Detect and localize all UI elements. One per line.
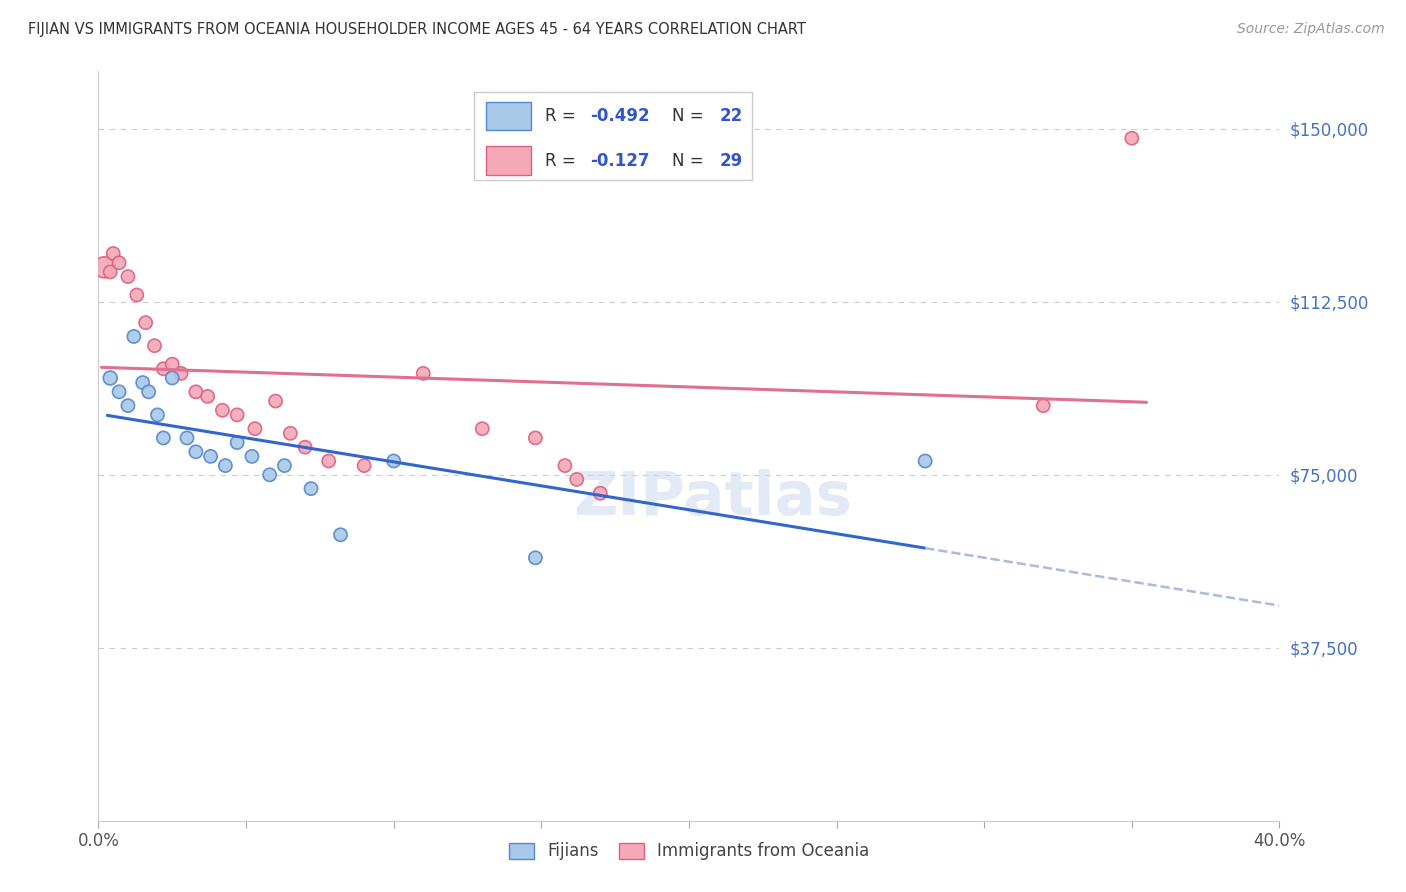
Text: R =: R = — [546, 107, 581, 126]
Text: -0.127: -0.127 — [589, 152, 650, 169]
Point — [471, 422, 494, 436]
Text: Source: ZipAtlas.com: Source: ZipAtlas.com — [1237, 22, 1385, 37]
Point — [184, 444, 207, 458]
Point — [143, 339, 166, 353]
Point — [1121, 131, 1143, 145]
Point — [524, 431, 547, 445]
Point — [211, 403, 233, 417]
Point — [108, 384, 131, 399]
Point — [135, 316, 157, 330]
Point — [132, 376, 155, 390]
Point — [280, 426, 302, 441]
Point — [197, 389, 219, 403]
Point — [1032, 399, 1054, 413]
Text: R =: R = — [546, 152, 581, 169]
Point — [152, 431, 174, 445]
Point — [138, 384, 160, 399]
Point — [146, 408, 169, 422]
Legend: Fijians, Immigrants from Oceania: Fijians, Immigrants from Oceania — [501, 834, 877, 869]
Point — [554, 458, 576, 473]
Point — [162, 371, 183, 385]
Point — [200, 450, 222, 464]
Point — [98, 265, 121, 279]
Point — [122, 329, 145, 343]
Point — [264, 394, 287, 409]
Text: N =: N = — [672, 152, 709, 169]
Point — [589, 486, 612, 500]
Point — [152, 361, 174, 376]
Point — [108, 256, 131, 270]
Point — [117, 269, 139, 284]
Point — [412, 367, 434, 381]
Point — [565, 472, 588, 486]
FancyBboxPatch shape — [474, 92, 752, 180]
Point — [914, 454, 936, 468]
Point — [226, 435, 249, 450]
Point — [524, 550, 547, 565]
Point — [214, 458, 236, 473]
Text: FIJIAN VS IMMIGRANTS FROM OCEANIA HOUSEHOLDER INCOME AGES 45 - 64 YEARS CORRELAT: FIJIAN VS IMMIGRANTS FROM OCEANIA HOUSEH… — [28, 22, 806, 37]
Text: -0.492: -0.492 — [589, 107, 650, 126]
Text: ZIPatlas: ZIPatlas — [574, 469, 852, 528]
Point — [273, 458, 295, 473]
Point — [103, 246, 125, 260]
Text: 29: 29 — [720, 152, 742, 169]
FancyBboxPatch shape — [486, 103, 530, 130]
Point — [184, 384, 207, 399]
Point — [98, 371, 121, 385]
Point — [329, 528, 352, 542]
Point — [125, 288, 148, 302]
Text: N =: N = — [672, 107, 709, 126]
Text: 22: 22 — [720, 107, 742, 126]
Point — [299, 482, 322, 496]
Point — [176, 431, 198, 445]
FancyBboxPatch shape — [486, 146, 530, 175]
Point — [243, 422, 266, 436]
Point — [294, 440, 316, 454]
Point — [226, 408, 249, 422]
Point — [240, 450, 263, 464]
Point — [93, 260, 115, 275]
Point — [382, 454, 405, 468]
Point — [318, 454, 340, 468]
Point — [259, 467, 281, 482]
Point — [353, 458, 375, 473]
Point — [162, 357, 183, 371]
Point — [170, 367, 193, 381]
Point — [117, 399, 139, 413]
